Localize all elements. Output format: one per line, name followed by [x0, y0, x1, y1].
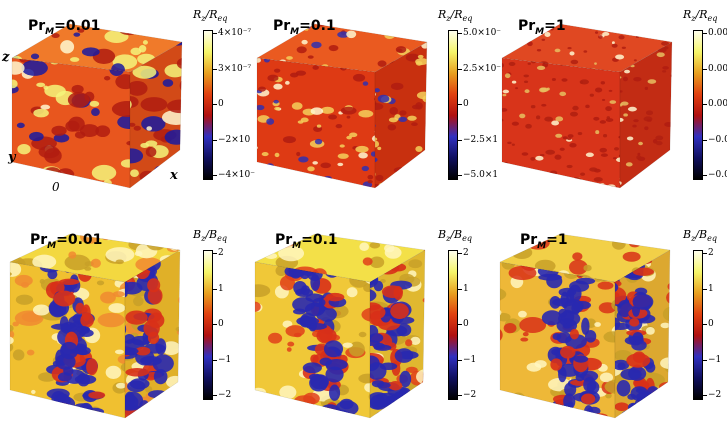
axis-label-x: x: [170, 168, 178, 183]
colorbar-tick-label: −5.0×1: [463, 170, 499, 180]
colorbar-tick-label: −1: [218, 354, 232, 365]
colorbar-tick-label: 0: [218, 319, 224, 329]
panel-3: PrM=1 Rz/Req 0.0010 0.0035 0.0030 −0.0000 −0.0…: [490, 0, 727, 200]
cube-visualization: [254, 233, 426, 419]
colorbar: [448, 30, 458, 180]
colorbar-tick-label: −0.0010: [708, 170, 727, 180]
colorbar-tick-label: 3×10⁻⁷: [218, 63, 252, 74]
colorbar-tick-label: 0: [708, 319, 714, 329]
colorbar-title: Bz/Beq: [438, 228, 472, 244]
colorbar-tick-label: −2: [708, 390, 722, 400]
colorbar-tick-label: −2.5×1: [463, 134, 499, 145]
colorbar: [448, 250, 458, 400]
colorbar: [203, 250, 213, 400]
colorbar-tick-label: 2: [218, 248, 224, 258]
colorbar-tickmark: [458, 33, 462, 34]
colorbar-tickmark: [213, 288, 217, 290]
cube-visualization: [9, 233, 181, 419]
cube-visualization: [11, 23, 183, 189]
colorbar-tickmark: [213, 253, 217, 254]
colorbar-tickmark: [703, 104, 707, 105]
colorbar-tick-label: 0: [463, 319, 469, 329]
colorbar-tickmark: [458, 68, 462, 70]
cube-visualization: [501, 23, 673, 189]
colorbar-tickmark: [458, 253, 462, 254]
panel-5: PrM=0.1 Bz/Beq 2 1 0 −1 −2: [245, 220, 482, 420]
panel-title: PrM=0.01: [30, 232, 103, 251]
colorbar-tick-label: −1: [463, 354, 477, 365]
colorbar-tickmark: [458, 395, 462, 396]
colorbar-tick-label: 0.0030: [708, 99, 727, 109]
colorbar-tickmark: [458, 139, 462, 141]
colorbar-tick-label: 5.0×10⁻: [463, 28, 502, 38]
colorbar-tick-label: 1: [463, 283, 469, 294]
cube-face-side: [615, 250, 670, 418]
panel-title: PrM=1: [520, 232, 568, 251]
colorbar: [203, 30, 213, 180]
colorbar-tickmark: [458, 288, 462, 290]
cube-visualization: [499, 233, 671, 419]
colorbar-tick-label: 0: [218, 99, 224, 109]
colorbar-tick-label: −2×10: [218, 134, 251, 145]
colorbar-tick-label: 1: [708, 283, 714, 294]
colorbar-title: Rz/Req: [683, 8, 718, 24]
colorbar-tickmark: [703, 324, 707, 325]
colorbar-title: Rz/Req: [438, 8, 473, 24]
colorbar-tick-label: 0.0035: [708, 63, 727, 74]
colorbar-title: Rz/Req: [193, 8, 228, 24]
panel-title: PrM=0.1: [275, 232, 338, 251]
colorbar-tickmark: [703, 359, 707, 361]
colorbar-tickmark: [213, 324, 217, 325]
cube-visualization: [256, 23, 428, 189]
colorbar-tick-label: −4×10⁻: [218, 170, 256, 180]
colorbar: [693, 30, 703, 180]
colorbar-tickmark: [703, 175, 707, 176]
colorbar-tickmark: [213, 175, 217, 176]
colorbar-tick-label: 2: [708, 248, 714, 258]
colorbar-tickmark: [703, 68, 707, 70]
colorbar-title: Bz/Beq: [683, 228, 717, 244]
colorbar-tickmark: [213, 139, 217, 141]
colorbar-tick-label: 1: [218, 283, 224, 294]
colorbar-tickmark: [703, 33, 707, 34]
colorbar: [693, 250, 703, 400]
colorbar-tickmark: [703, 139, 707, 141]
panel-4: PrM=0.01 Bz/Beq 2 1 0 −1 −2: [0, 220, 237, 420]
origin-label: 0: [52, 180, 60, 194]
colorbar-title: Bz/Beq: [193, 228, 227, 244]
panel-title: PrM=0.1: [273, 18, 336, 37]
panel-6: PrM=1 Bz/Beq 2 1 0 −1 −2: [490, 220, 727, 420]
colorbar-tick-label: −0.0000: [708, 134, 727, 145]
colorbar-tickmark: [213, 33, 217, 34]
panel-title: PrM=0.01: [28, 18, 101, 37]
cube-face-front: [10, 262, 125, 418]
colorbar-tick-label: 0.0010: [708, 28, 727, 38]
colorbar-tick-label: 2: [463, 248, 469, 258]
colorbar-tickmark: [213, 104, 217, 105]
colorbar-tickmark: [213, 68, 217, 70]
colorbar-tick-label: 4×10⁻⁷: [218, 28, 252, 38]
colorbar-tick-label: −1: [708, 354, 722, 365]
colorbar-tickmark: [213, 359, 217, 361]
panel-1: PrM=0.01 Rz/Req 4×10⁻⁷ 3×10⁻⁷ 0 −2×10 −4×10⁻ z y…: [0, 0, 255, 200]
colorbar-tickmark: [703, 395, 707, 396]
colorbar-tickmark: [458, 359, 462, 361]
colorbar-tick-label: 2.5×10⁻: [463, 63, 502, 74]
colorbar-tickmark: [703, 288, 707, 290]
axis-label-y: y: [8, 150, 16, 165]
colorbar-tickmark: [458, 324, 462, 325]
colorbar-tick-label: −2: [463, 390, 477, 400]
colorbar-tick-label: −2: [218, 390, 232, 400]
colorbar-tickmark: [213, 395, 217, 396]
colorbar-tickmark: [458, 104, 462, 105]
colorbar-tickmark: [458, 175, 462, 176]
colorbar-tickmark: [703, 253, 707, 254]
colorbar-tick-label: 0: [463, 99, 469, 109]
panel-title: PrM=1: [518, 18, 566, 37]
panel-2: PrM=0.1 Rz/Req 5.0×10⁻ 2.5×10⁻ 0 −2.5×1 −5.0×1: [245, 0, 501, 200]
axis-label-z: z: [2, 50, 10, 65]
